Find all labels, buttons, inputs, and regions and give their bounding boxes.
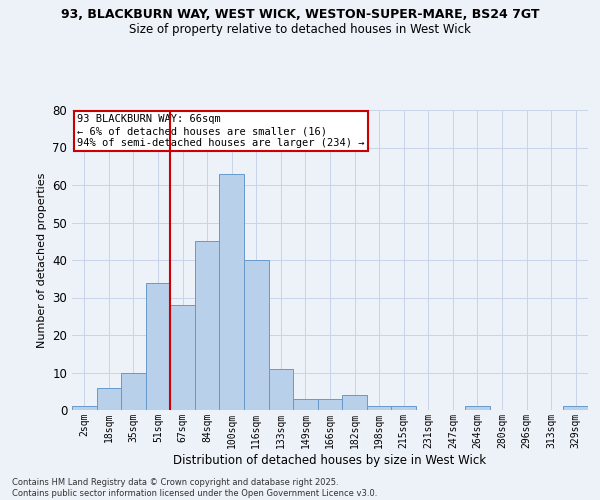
Bar <box>318 399 342 410</box>
Text: Size of property relative to detached houses in West Wick: Size of property relative to detached ho… <box>129 22 471 36</box>
Bar <box>170 305 195 410</box>
Bar <box>146 282 170 410</box>
Bar <box>367 406 391 410</box>
Bar <box>391 406 416 410</box>
Bar <box>72 406 97 410</box>
X-axis label: Distribution of detached houses by size in West Wick: Distribution of detached houses by size … <box>173 454 487 466</box>
Bar <box>97 388 121 410</box>
Text: 93, BLACKBURN WAY, WEST WICK, WESTON-SUPER-MARE, BS24 7GT: 93, BLACKBURN WAY, WEST WICK, WESTON-SUP… <box>61 8 539 20</box>
Bar <box>342 395 367 410</box>
Bar <box>220 174 244 410</box>
Bar <box>195 242 220 410</box>
Text: Contains HM Land Registry data © Crown copyright and database right 2025.
Contai: Contains HM Land Registry data © Crown c… <box>12 478 377 498</box>
Y-axis label: Number of detached properties: Number of detached properties <box>37 172 47 348</box>
Bar <box>293 399 318 410</box>
Bar <box>269 369 293 410</box>
Bar <box>465 406 490 410</box>
Bar <box>121 372 146 410</box>
Text: 93 BLACKBURN WAY: 66sqm
← 6% of detached houses are smaller (16)
94% of semi-det: 93 BLACKBURN WAY: 66sqm ← 6% of detached… <box>77 114 365 148</box>
Bar <box>563 406 588 410</box>
Bar <box>244 260 269 410</box>
